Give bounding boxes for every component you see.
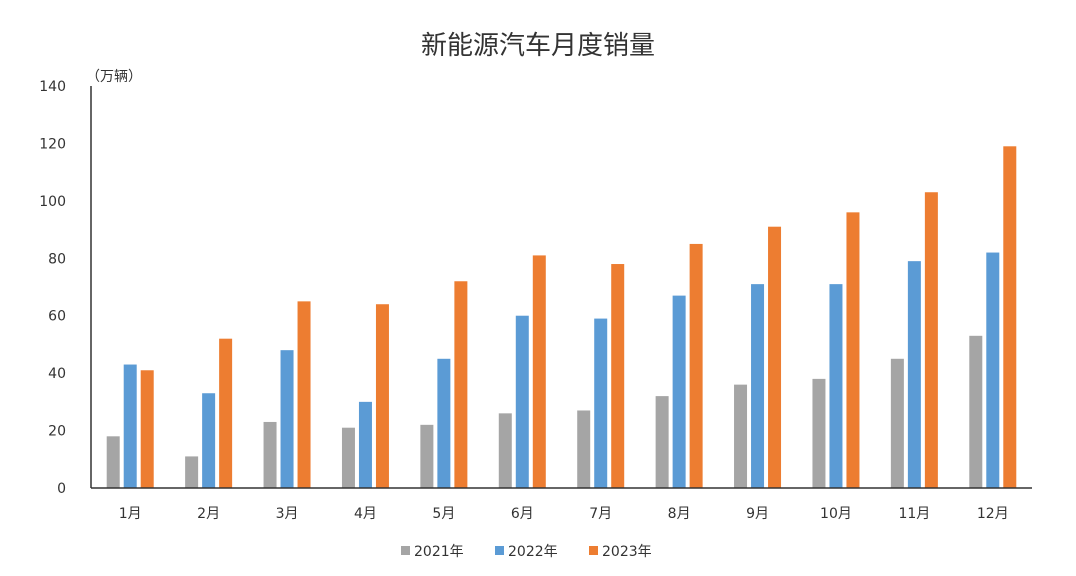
x-axis-ticks: 1月 2月 3月 4月 5月 6月 7月 8月 9月 10月 11月 12月 bbox=[119, 506, 1009, 522]
y-tick-label: 100 bbox=[39, 194, 66, 210]
y-axis-ticks: 0 20 40 60 80 100 120 140 bbox=[39, 79, 66, 497]
bar-2-12 bbox=[986, 252, 1000, 488]
bar-1-9 bbox=[734, 384, 748, 488]
bar-1-12 bbox=[969, 335, 983, 488]
bar-3-10 bbox=[846, 212, 860, 489]
bar-1-7 bbox=[577, 410, 591, 488]
legend: 2021年 2022年 2023年 bbox=[401, 544, 652, 560]
bar-2-7 bbox=[594, 318, 608, 488]
bar-2-5 bbox=[437, 358, 451, 488]
bar-1-8 bbox=[655, 396, 669, 488]
bar-3-9 bbox=[768, 226, 782, 488]
bar-1-10 bbox=[812, 378, 826, 488]
bar-2-1 bbox=[123, 364, 137, 488]
x-tick-label: 8月 bbox=[668, 506, 691, 522]
y-tick-label: 20 bbox=[48, 424, 66, 440]
x-tick-label: 4月 bbox=[354, 506, 377, 522]
bar-3-3 bbox=[297, 301, 311, 488]
y-tick-label: 120 bbox=[39, 136, 66, 152]
bar-3-12 bbox=[1003, 146, 1017, 489]
bar-1-6 bbox=[498, 413, 512, 488]
bar-2-6 bbox=[515, 315, 529, 488]
legend-label: 2022年 bbox=[508, 544, 558, 560]
bar-3-11 bbox=[924, 192, 938, 488]
bar-1-3 bbox=[263, 421, 277, 488]
bar-2-9 bbox=[751, 284, 765, 488]
legend-swatch bbox=[401, 546, 410, 555]
x-tick-label: 11月 bbox=[898, 506, 930, 522]
bar-2-4 bbox=[358, 401, 372, 488]
bar-1-2 bbox=[185, 456, 199, 488]
legend-label: 2023年 bbox=[602, 544, 652, 560]
bar-3-2 bbox=[219, 338, 233, 488]
bar-2-11 bbox=[907, 261, 921, 488]
bar-2-8 bbox=[672, 295, 686, 488]
bar-3-8 bbox=[689, 243, 703, 488]
bar-1-4 bbox=[341, 427, 355, 488]
x-tick-label: 6月 bbox=[511, 506, 534, 522]
chart-title: 新能源汽车月度销量 bbox=[421, 31, 655, 61]
legend-label: 2021年 bbox=[414, 544, 464, 560]
bar-3-7 bbox=[611, 264, 625, 488]
x-tick-label: 12月 bbox=[977, 506, 1009, 522]
bar-3-4 bbox=[375, 304, 389, 488]
bar-1-1 bbox=[106, 436, 120, 488]
y-tick-label: 80 bbox=[48, 251, 66, 267]
legend-swatch bbox=[495, 546, 504, 555]
bar-3-5 bbox=[454, 281, 468, 488]
x-tick-label: 9月 bbox=[746, 506, 769, 522]
bar-2-3 bbox=[280, 350, 294, 488]
y-axis-unit-label: （万辆） bbox=[86, 69, 142, 85]
x-tick-label: 1月 bbox=[119, 506, 142, 522]
x-tick-label: 10月 bbox=[820, 506, 852, 522]
y-tick-label: 0 bbox=[57, 481, 66, 497]
bar-3-1 bbox=[140, 370, 154, 488]
bar-1-11 bbox=[890, 358, 904, 488]
bar-2-2 bbox=[202, 393, 216, 488]
legend-swatch bbox=[589, 546, 598, 555]
x-tick-label: 7月 bbox=[589, 506, 612, 522]
y-tick-label: 40 bbox=[48, 366, 66, 382]
bars bbox=[106, 146, 1017, 489]
y-tick-label: 140 bbox=[39, 79, 66, 95]
bar-2-10 bbox=[829, 284, 843, 488]
bar-1-5 bbox=[420, 424, 434, 488]
bar-3-6 bbox=[532, 255, 546, 488]
x-tick-label: 2月 bbox=[197, 506, 220, 522]
x-tick-label: 5月 bbox=[432, 506, 455, 522]
y-tick-label: 60 bbox=[48, 309, 66, 325]
x-tick-label: 3月 bbox=[276, 506, 299, 522]
